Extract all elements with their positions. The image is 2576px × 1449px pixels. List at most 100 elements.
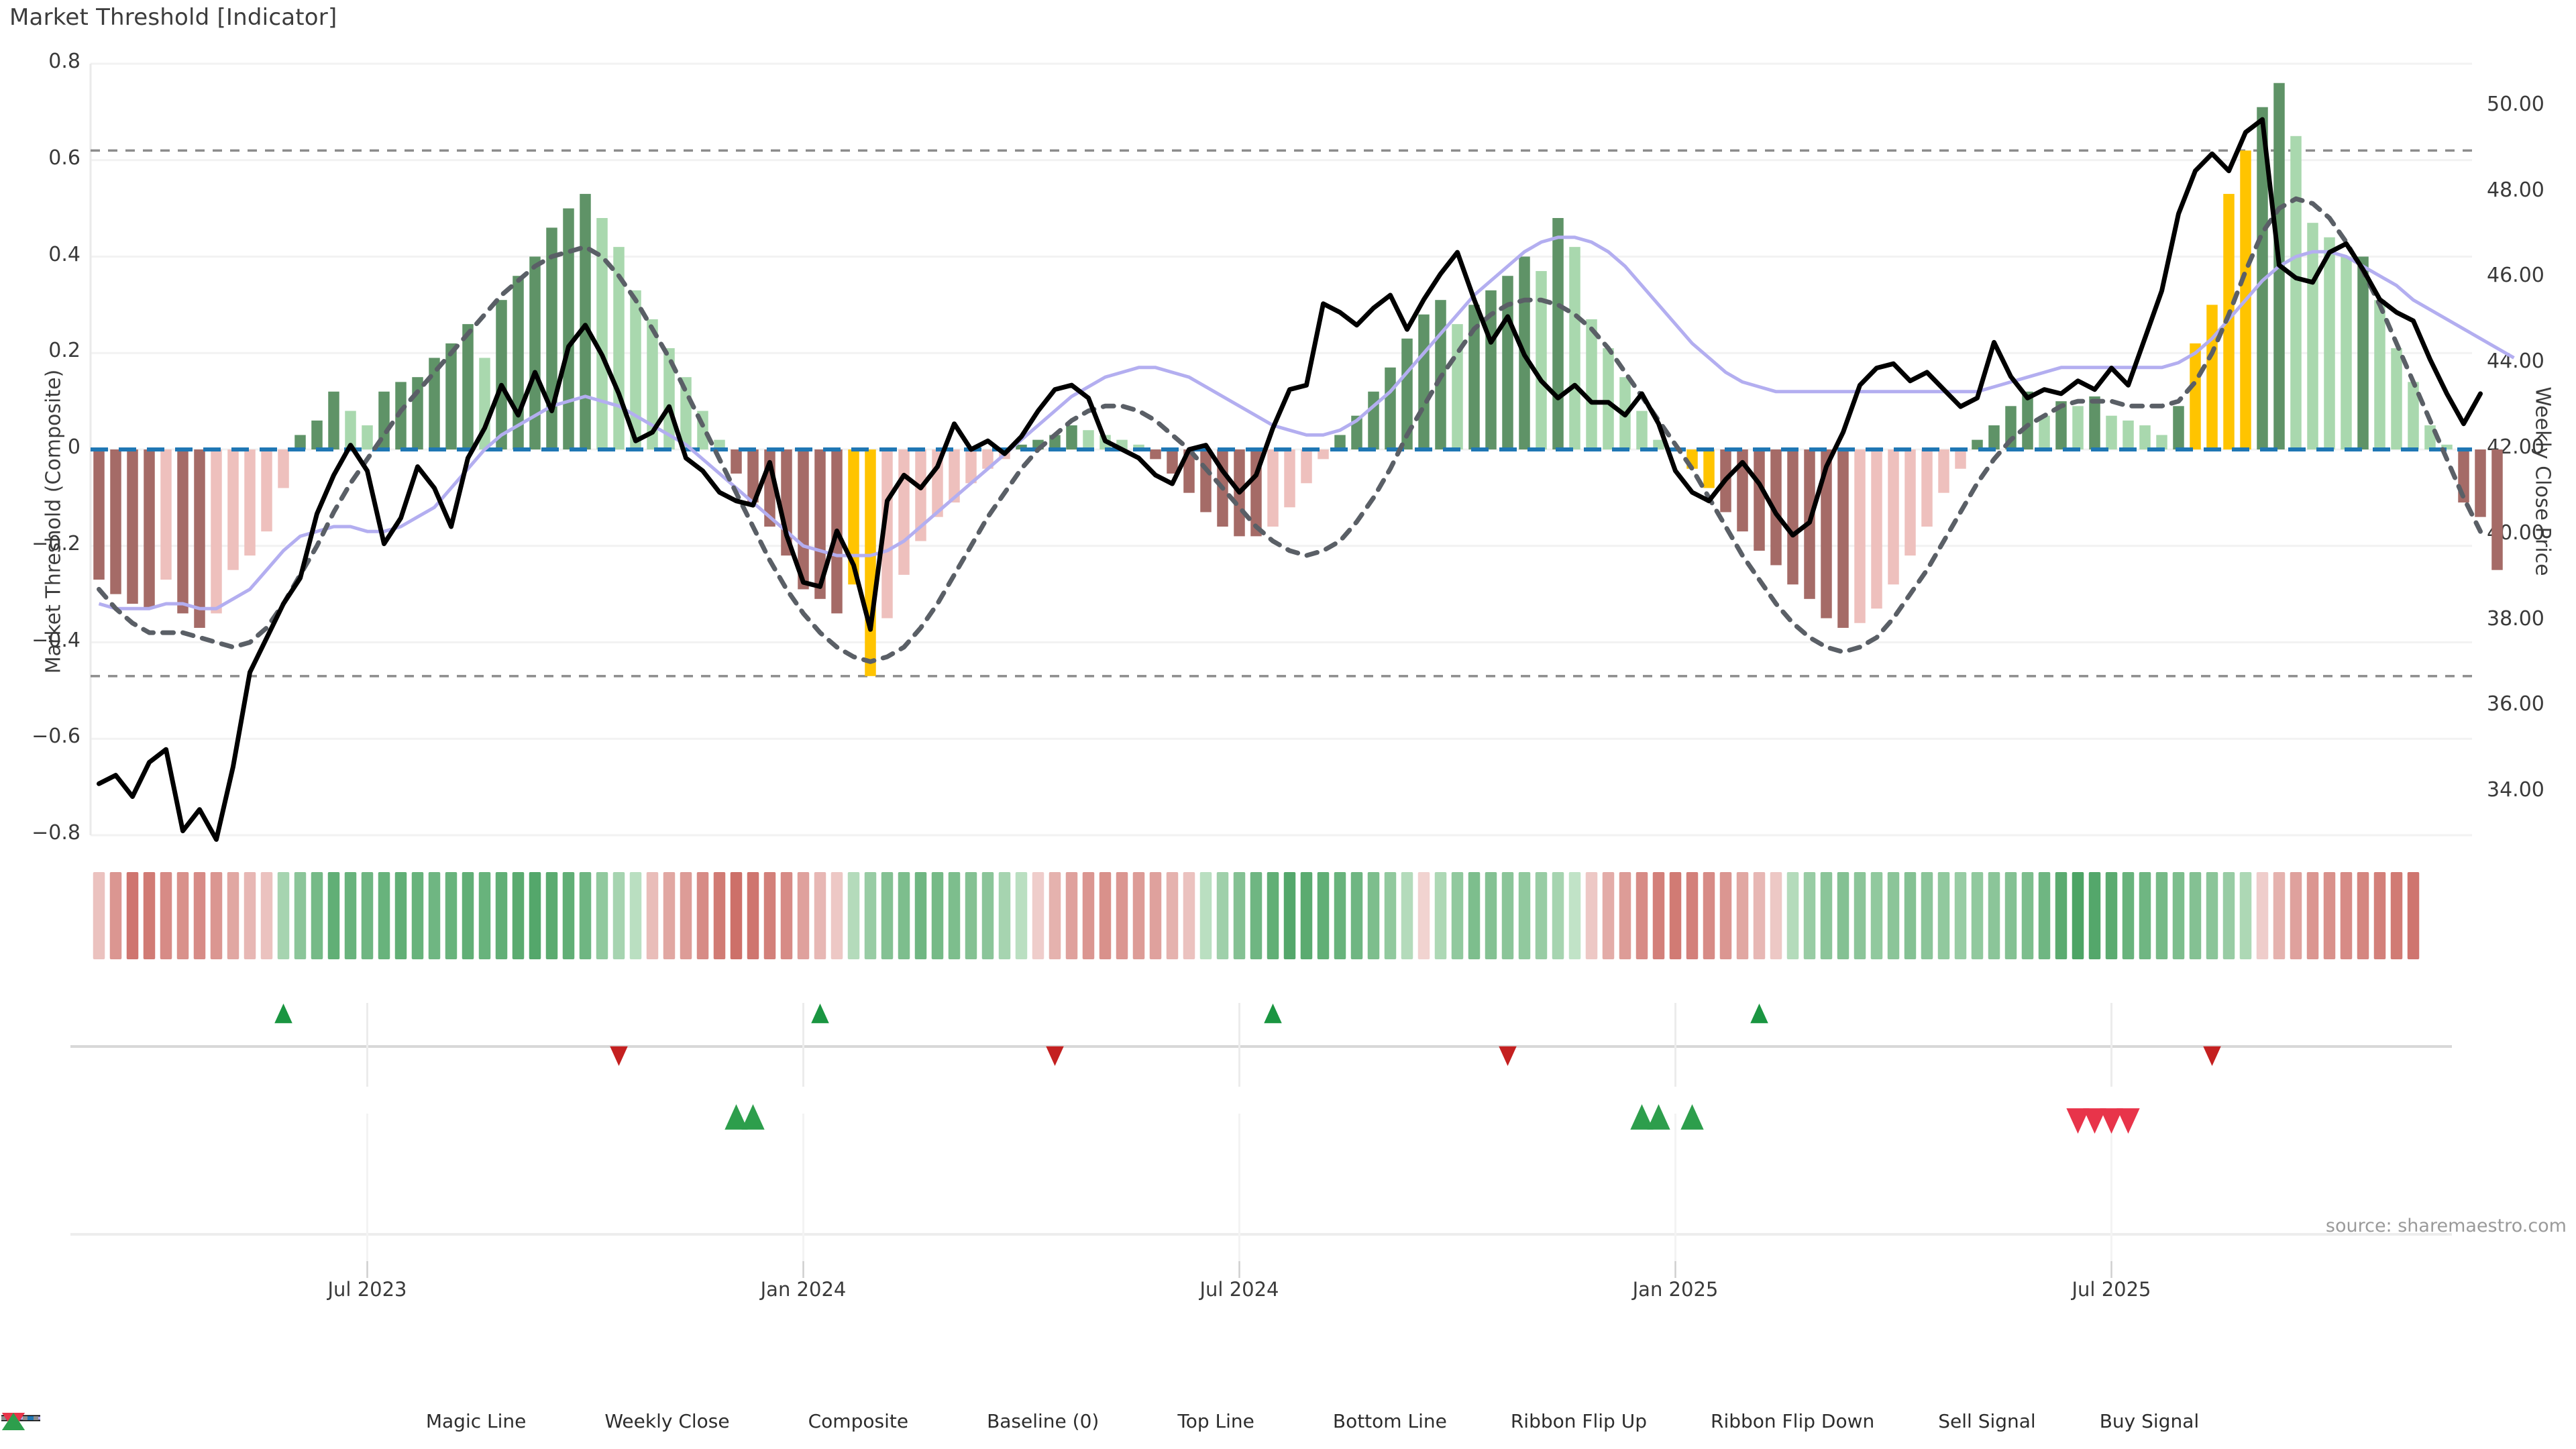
legend-item[interactable]: Weekly Close [1,1410,730,1432]
legend-item[interactable]: Buy Signal [2,1410,2199,1432]
sell-signal-marker[interactable] [2066,1108,2090,1134]
y-tick-left: 0.8 [48,50,80,73]
ribbon-band [1837,872,1849,959]
ribbon-band [428,872,441,959]
ribbon-band [998,872,1011,959]
ribbon-band [579,872,592,959]
ribbon-band [931,872,944,959]
ribbon-band [713,872,726,959]
histogram-bar [211,449,222,614]
ribbon-band [1032,872,1044,959]
histogram-bar [1972,439,1983,449]
ribbon-band [2021,872,2034,959]
ribbon-flip-down-marker[interactable] [2203,1046,2221,1066]
sell-signal-marker[interactable] [2083,1108,2106,1134]
buy-signal-marker[interactable] [1680,1104,1704,1130]
y-tick-left: 0.4 [48,242,80,266]
ribbon-band [1619,872,1631,959]
histogram-bar [2341,256,2352,449]
ribbon-band [2155,872,2168,959]
histogram-bar [1536,271,1547,449]
histogram-bar [1200,449,1212,513]
ribbon-band [344,872,357,959]
histogram-bar [814,449,826,599]
legend-item[interactable]: Baseline (0) [1,1410,1099,1432]
ribbon-flip-down-marker[interactable] [1046,1046,1064,1066]
buy-signal-marker[interactable] [741,1104,765,1130]
legend-line-swatch [1,1413,597,1430]
ribbon-band [445,872,458,959]
legend-line-swatch [1,1413,1326,1430]
y-tick-left: −0.8 [32,821,80,845]
ribbon-band [327,872,340,959]
histogram-bar [1385,367,1396,449]
histogram-bar [1737,449,1748,532]
y-tick-right: 34.00 [2487,778,2544,802]
legend-label: Bottom Line [1332,1410,1447,1432]
ribbon-band [2290,872,2302,959]
ribbon-band [193,872,206,959]
ribbon-flip-up-marker[interactable] [811,1004,829,1024]
ribbon-band [981,872,994,959]
ribbon-band [1803,872,1816,959]
histogram-bar [1150,449,1161,460]
histogram-bar [1401,338,1413,449]
legend-item[interactable]: Magic Line [1,1410,526,1432]
y-tick-left: 0.6 [48,146,80,170]
ribbon-band [2122,872,2135,959]
histogram-bar [496,300,507,449]
legend-item[interactable]: Composite [1,1410,908,1432]
ribbon-band [830,872,843,959]
ribbon-band [361,872,374,959]
legend-label: Top Line [1177,1410,1254,1432]
ribbon-band [2189,872,2202,959]
ribbon-band [1183,872,1195,959]
sell-signal-marker[interactable] [2100,1108,2123,1134]
ribbon-flip-down-marker[interactable] [1499,1046,1517,1066]
ribbon-band [1166,872,1179,959]
histogram-bar [2374,300,2385,449]
ribbon-band [2222,872,2235,959]
histogram-bar [345,411,356,449]
ribbon-band [176,872,189,959]
buy-signal-marker[interactable] [724,1104,748,1130]
ribbon-band [2239,872,2252,959]
legend-item[interactable]: Ribbon Flip Down [2,1410,1874,1432]
histogram-bar [1854,449,1866,623]
legend-label: Ribbon Flip Up [1510,1410,1647,1432]
x-tick: Jul 2024 [1199,1278,1279,1301]
ribbon-band [2256,872,2269,959]
histogram-bar [2290,136,2302,449]
sell-signal-marker[interactable] [2116,1108,2140,1134]
histogram-bar [798,449,809,590]
ribbon-flip-up-marker[interactable] [1750,1004,1768,1024]
ribbon-band [948,872,961,959]
source-attribution: source: sharemaestro.com [2325,1216,2567,1236]
histogram-bar [395,382,407,449]
histogram-bar [1133,444,1144,449]
buy-signal-marker[interactable] [1630,1104,1654,1130]
ribbon-flip-up-marker[interactable] [274,1004,292,1024]
ribbon-band [1015,872,1028,959]
ribbon-band [1786,872,1799,959]
histogram-bar [1754,449,1765,551]
histogram-bar [2106,415,2117,449]
ribbon-flip-down-marker[interactable] [610,1046,628,1066]
ribbon-flip-up-marker[interactable] [1264,1004,1282,1024]
histogram-bar [328,391,339,449]
legend-item[interactable]: Bottom Line [1,1410,1447,1432]
ribbon-band [1954,872,1967,959]
legend-item[interactable]: Sell Signal [2,1410,2036,1432]
legend-item[interactable]: Ribbon Flip Up [2,1410,1647,1432]
ribbon-band [1971,872,1984,959]
ribbon-band [2407,872,2420,959]
legend-item[interactable]: Top Line [1,1410,1254,1432]
buy-signal-marker[interactable] [1647,1104,1670,1130]
histogram-bar [2391,348,2402,449]
histogram-bar [362,425,373,449]
histogram-bar [1552,218,1564,449]
histogram-bar [1787,449,1799,585]
histogram-bar [2257,107,2268,449]
ribbon-band [143,872,156,959]
histogram-bar [1703,449,1715,488]
